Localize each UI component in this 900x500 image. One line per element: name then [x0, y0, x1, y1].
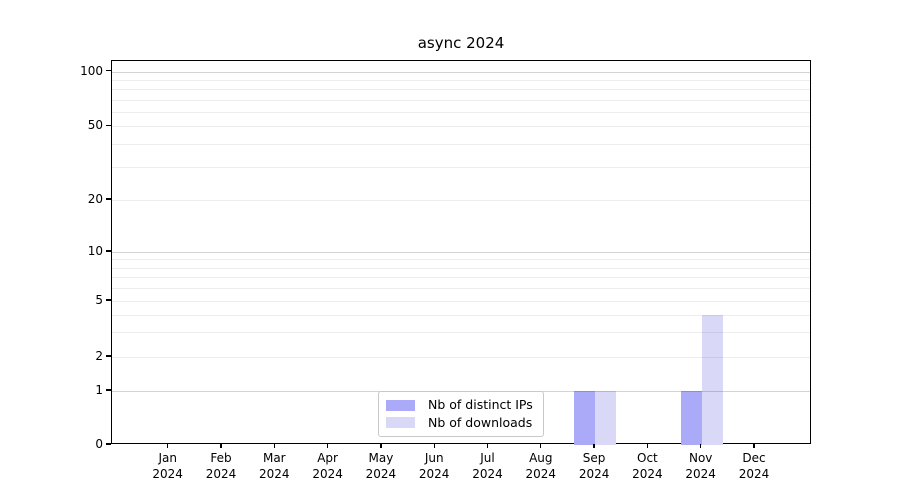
- x-axis-label-year: 2024: [259, 467, 290, 481]
- y-axis-label-2: 2: [95, 349, 103, 363]
- x-axis-label-month: Jul: [480, 451, 495, 465]
- x-axis-tick-oct: [646, 444, 649, 448]
- chart-title: async 2024: [417, 34, 505, 52]
- legend-item-distinct-ips: Nb of distinct IPs: [386, 398, 535, 412]
- x-axis-tick-jun: [433, 444, 435, 448]
- bar-downloads-nov: [701, 314, 723, 445]
- y-axis-label-0: 0: [95, 437, 103, 451]
- gridline-minor-6: [112, 288, 810, 290]
- legend: Nb of distinct IPs Nb of downloads: [378, 391, 544, 437]
- x-axis-tick-may: [380, 444, 382, 448]
- y-axis-tick-10: [106, 250, 111, 252]
- y-axis-label-10: 10: [87, 244, 103, 258]
- gridline-minor-40: [112, 144, 810, 146]
- bar-distinct-ips-sep: [574, 391, 596, 445]
- x-axis-label-dec: Dec 2024: [727, 450, 781, 482]
- x-axis-tick-sep: [593, 444, 595, 448]
- x-axis-tick-mar: [273, 444, 275, 448]
- gridline-minor-3: [112, 332, 810, 334]
- gridline-minor-30: [112, 167, 810, 169]
- legend-label-distinct-ips: Nb of distinct IPs: [428, 397, 533, 413]
- x-axis-label-year: 2024: [578, 467, 610, 481]
- gridline-minor-60: [112, 111, 810, 113]
- gridline-minor-70: [112, 99, 810, 101]
- y-axis-tick-5: [106, 299, 111, 301]
- x-axis-tick-jul: [486, 444, 489, 448]
- x-axis-label-jul: Jul 2024: [461, 450, 515, 482]
- x-axis-label-apr: Apr 2024: [301, 450, 355, 482]
- x-axis-label-year: 2024: [738, 467, 770, 481]
- bar-distinct-ips-nov: [680, 391, 702, 445]
- x-axis-label-year: 2024: [152, 467, 183, 481]
- x-axis-label-month: Mar: [262, 451, 286, 465]
- x-axis-label-year: 2024: [312, 467, 343, 481]
- x-axis-label-feb: Feb 2024: [194, 450, 248, 482]
- x-axis-label-year: 2024: [365, 467, 397, 481]
- x-axis-label-year: 2024: [525, 467, 557, 481]
- legend-item-downloads: Nb of downloads: [386, 414, 535, 430]
- x-axis-label-year: 2024: [632, 467, 663, 481]
- x-axis-tick-jan: [167, 444, 169, 448]
- gridline-minor-8: [112, 267, 810, 269]
- x-axis-label-year: 2024: [205, 467, 237, 481]
- x-axis-label-month: Dec: [742, 451, 766, 465]
- gridline-major-10: [112, 252, 810, 253]
- x-axis-label-month: Oct: [637, 451, 658, 465]
- y-axis-label-1: 1: [95, 383, 103, 397]
- x-axis-label-month: May: [368, 451, 394, 465]
- x-axis-label-may: May 2024: [354, 450, 408, 482]
- plot-area: [111, 60, 811, 445]
- y-axis-tick-1: [106, 389, 111, 391]
- y-axis-tick-2: [106, 355, 111, 357]
- y-axis-tick-50: [106, 124, 111, 126]
- x-axis-tick-aug: [540, 444, 542, 448]
- x-axis-label-oct: Oct 2024: [620, 450, 674, 482]
- y-axis-label-100: 100: [80, 63, 103, 78]
- gridline-minor-20: [112, 200, 810, 201]
- bar-downloads-sep: [595, 391, 617, 445]
- y-axis-label-50: 50: [87, 118, 103, 133]
- x-axis-label-year: 2024: [418, 467, 450, 481]
- x-axis-label-year: 2024: [685, 467, 716, 481]
- x-axis-label-sep: Sep 2024: [567, 450, 621, 482]
- legend-label-downloads: Nb of downloads: [428, 414, 533, 430]
- x-axis-tick-dec: [753, 444, 755, 448]
- x-axis-label-month: Aug: [529, 451, 553, 465]
- x-axis-tick-apr: [326, 444, 329, 448]
- x-axis-label-year: 2024: [472, 467, 503, 481]
- gridline-minor-80: [112, 89, 810, 91]
- y-axis-tick-0: [106, 443, 111, 445]
- x-axis-label-jun: Jun 2024: [407, 450, 461, 482]
- x-axis-label-mar: Mar 2024: [247, 450, 301, 482]
- x-axis-label-jan: Jan 2024: [141, 450, 195, 482]
- gridline-minor-9: [112, 259, 810, 261]
- gridline-minor-7: [112, 277, 810, 279]
- gridline-minor-4: [112, 314, 810, 316]
- y-axis-tick-100: [106, 70, 111, 72]
- x-axis-label-nov: Nov 2024: [674, 450, 728, 482]
- legend-swatch-downloads: [386, 417, 415, 429]
- gridline-minor-50: [112, 126, 810, 128]
- gridline-major-100: [112, 71, 810, 73]
- x-axis-tick-nov: [700, 444, 702, 448]
- x-axis-label-month: Jan: [158, 451, 177, 465]
- x-axis-tick-feb: [220, 444, 222, 448]
- y-axis-label-20: 20: [87, 192, 103, 206]
- gridline-minor-90: [112, 79, 810, 81]
- x-axis-label-aug: Aug 2024: [514, 450, 568, 482]
- x-axis-label-month: Feb: [210, 451, 232, 465]
- gridline-minor-5: [112, 301, 810, 302]
- gridline-minor-2: [112, 357, 810, 358]
- y-axis-label-5: 5: [95, 293, 103, 307]
- y-axis-tick-20: [106, 198, 111, 200]
- x-axis-label-month: Sep: [582, 451, 606, 465]
- x-axis-label-month: Apr: [317, 451, 338, 465]
- x-axis-label-month: Jun: [424, 451, 444, 465]
- x-axis-label-month: Nov: [688, 451, 713, 465]
- legend-swatch-distinct-ips: [386, 399, 415, 411]
